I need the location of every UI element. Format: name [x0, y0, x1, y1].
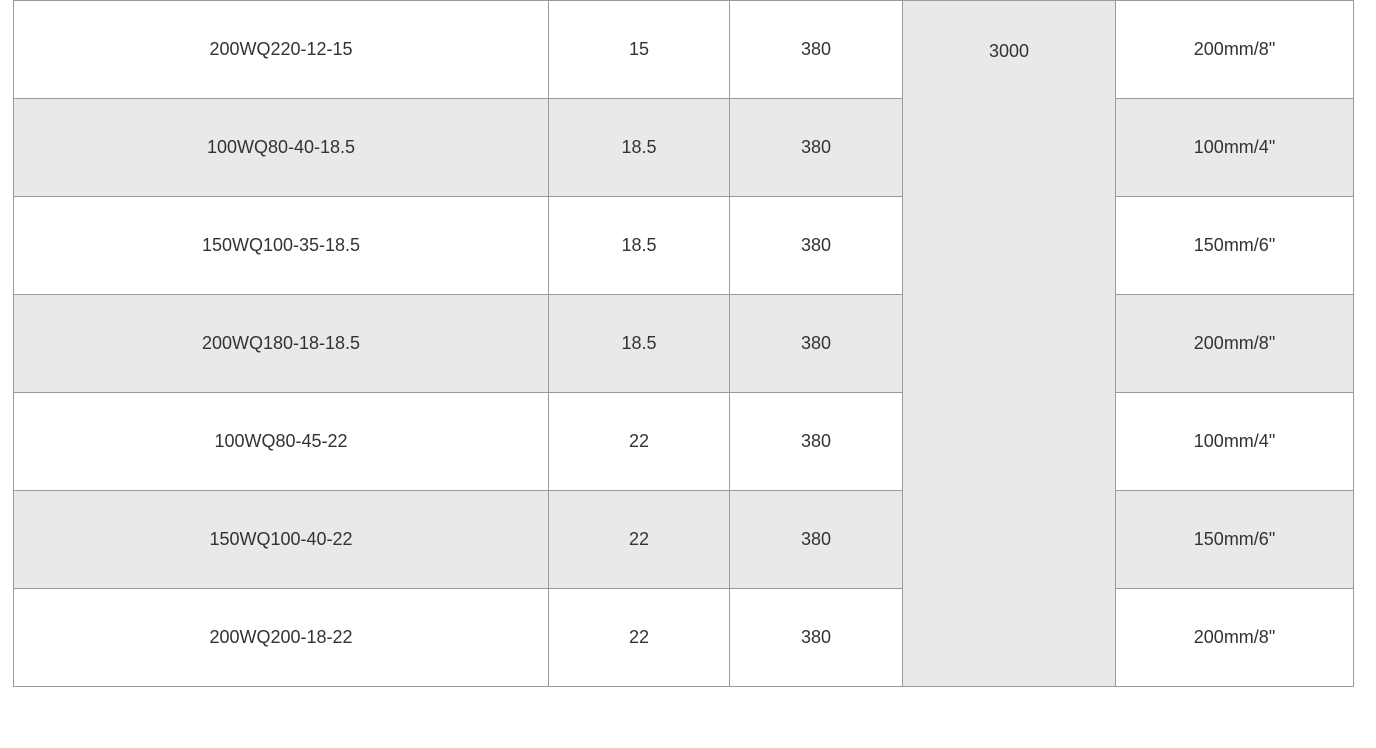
outlet-cell: 200mm/8": [1115, 588, 1354, 687]
voltage-cell: 380: [729, 588, 903, 687]
model-cell: 200WQ220-12-15: [13, 0, 549, 99]
table-row: 100WQ80-45-22 22 380 100mm/4": [13, 392, 1354, 491]
power-cell: 22: [548, 490, 730, 589]
power-cell: 18.5: [548, 98, 730, 197]
outlet-cell: 100mm/4": [1115, 98, 1354, 197]
model-cell: 150WQ100-35-18.5: [13, 196, 549, 295]
voltage-cell: 380: [729, 294, 903, 393]
power-cell: 22: [548, 392, 730, 491]
power-cell: 18.5: [548, 294, 730, 393]
table-row: 150WQ100-40-22 22 380 150mm/6": [13, 490, 1354, 589]
voltage-cell: 380: [729, 490, 903, 589]
model-cell: 100WQ80-45-22: [13, 392, 549, 491]
outlet-cell: 150mm/6": [1115, 490, 1354, 589]
table-row: 200WQ220-12-15 15 380 3000 200mm/8": [13, 0, 1354, 687]
power-cell: 18.5: [548, 196, 730, 295]
power-cell: 22: [548, 588, 730, 687]
voltage-cell: 380: [729, 98, 903, 197]
power-cell: 15: [548, 0, 730, 99]
voltage-cell: 380: [729, 0, 903, 99]
outlet-cell: 200mm/8": [1115, 294, 1354, 393]
model-cell: 200WQ200-18-22: [13, 588, 549, 687]
outlet-cell: 200mm/8": [1115, 0, 1354, 99]
table-row: 200WQ180-18-18.5 18.5 380 200mm/8": [13, 294, 1354, 393]
pump-spec-table: 200WQ220-12-15 15 380 3000 200mm/8" 100WQ80-4…: [13, 0, 1354, 687]
table-row: 200WQ200-18-22 22 380 200mm/8": [13, 588, 1354, 687]
outlet-cell: 100mm/4": [1115, 392, 1354, 491]
model-cell: 100WQ80-40-18.5: [13, 98, 549, 197]
model-cell: 200WQ180-18-18.5: [13, 294, 549, 393]
model-cell: 150WQ100-40-22: [13, 490, 549, 589]
table-row: 150WQ100-35-18.5 18.5 380 150mm/6": [13, 196, 1354, 295]
table-row: 100WQ80-40-18.5 18.5 380 100mm/4": [13, 98, 1354, 197]
voltage-cell: 380: [729, 392, 903, 491]
speed-cell: 3000: [902, 0, 1116, 687]
voltage-cell: 380: [729, 196, 903, 295]
outlet-cell: 150mm/6": [1115, 196, 1354, 295]
